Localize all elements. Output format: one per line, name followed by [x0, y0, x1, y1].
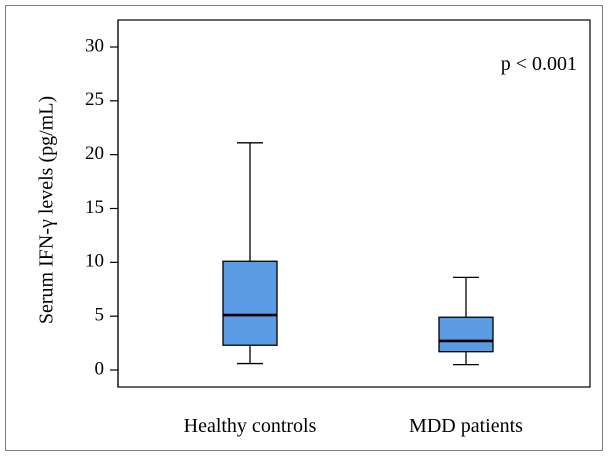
figure-frame	[5, 5, 603, 451]
interquartile-box	[438, 316, 494, 353]
x-axis-labels: Healthy controls MDD patients	[184, 415, 524, 437]
y-axis-title: Serum IFN-γ levels (pg/mL)	[36, 96, 58, 324]
y-axis-ticks: 0 5 10 15 20 25 30	[85, 35, 118, 379]
y-tick-label: 10	[85, 251, 104, 272]
y-tick-label: 0	[95, 358, 105, 379]
box-series	[222, 142, 494, 366]
x-category-label: Healthy controls	[184, 415, 317, 437]
box-2	[438, 276, 494, 366]
y-tick-label: 5	[95, 305, 105, 326]
y-tick-label: 30	[85, 35, 104, 56]
box-1	[222, 142, 278, 365]
plot-area	[117, 19, 591, 388]
y-tick-label: 25	[85, 89, 104, 110]
y-tick-label: 15	[85, 197, 104, 218]
x-category-label: MDD patients	[409, 415, 523, 437]
interquartile-box	[222, 260, 278, 346]
y-tick-label: 20	[85, 143, 104, 164]
p-value-annotation: p < 0.001	[501, 53, 577, 75]
